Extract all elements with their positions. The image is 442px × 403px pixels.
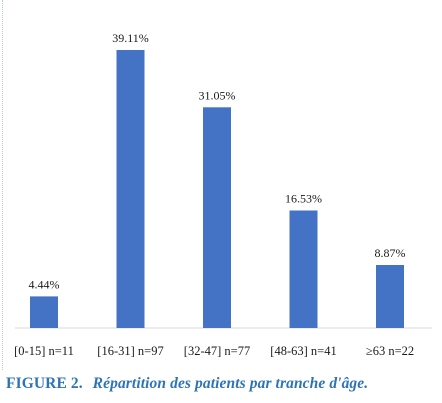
caption-text: Répartition des patients par tranche d'â… (92, 375, 369, 392)
bar-2 (203, 107, 231, 328)
bars-group (30, 50, 404, 328)
page-margin-guide (2, 0, 3, 370)
data-label-3: 16.53% (285, 192, 322, 206)
bar-4 (376, 265, 404, 328)
data-label-2: 31.05% (199, 88, 236, 102)
category-labels-group: [0-15] n=11 [16-31] n=97 [32-47] n=77 [48-6… (14, 344, 414, 358)
category-label-4: ≥63 n=22 (366, 344, 414, 358)
bar-3 (289, 210, 318, 328)
category-label-3: [48-63] n=41 (270, 344, 336, 358)
caption-label: FIGURE 2. (6, 375, 83, 392)
data-label-1: 39.11% (112, 31, 149, 45)
category-label-0: [0-15] n=11 (14, 344, 74, 358)
bar-chart: 4.44% 39.11% 31.05% 16.53% 8.87% [0-15] n=11… (14, 31, 432, 358)
category-label-2: [32-47] n=77 (184, 344, 250, 358)
category-label-1: [16-31] n=97 (97, 344, 163, 358)
bar-0 (30, 296, 58, 328)
data-labels-group: 4.44% 39.11% 31.05% 16.53% 8.87% (29, 31, 406, 291)
data-label-4: 8.87% (375, 246, 406, 260)
bar-1 (116, 50, 145, 328)
data-label-0: 4.44% (29, 277, 60, 291)
figure-caption: FIGURE 2. Répartition des patients par t… (6, 375, 368, 393)
